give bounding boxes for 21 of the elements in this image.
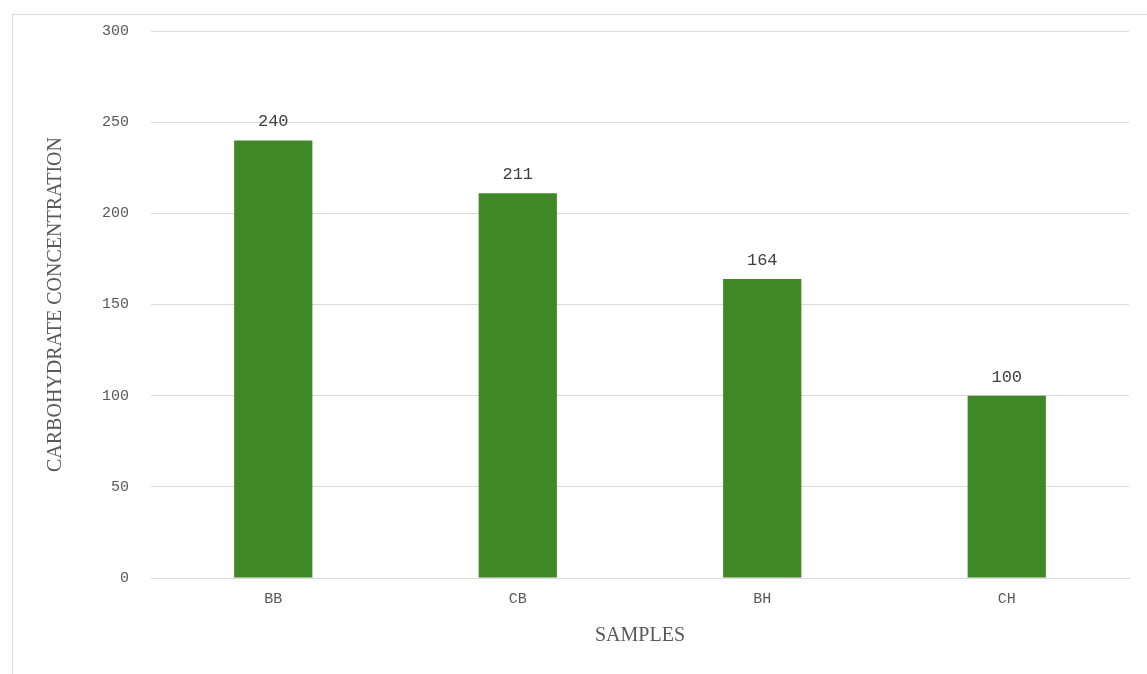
- data-label: 164: [746, 250, 778, 270]
- y-tick-label: 300: [101, 22, 129, 40]
- data-label: 100: [991, 367, 1023, 387]
- y-tick-label: 50: [110, 478, 129, 496]
- y-tick-label: 150: [101, 296, 129, 314]
- y-tick-label: 250: [101, 114, 129, 132]
- bar: [967, 395, 1046, 578]
- y-tick-label: 100: [101, 387, 129, 405]
- data-label: 211: [502, 165, 534, 185]
- data-label: 240: [257, 112, 289, 132]
- x-tick-label: CB: [508, 590, 527, 608]
- x-axis-title: SAMPLES: [594, 623, 686, 646]
- bar: [234, 140, 313, 578]
- y-tick-label: 200: [101, 205, 129, 223]
- bar: [723, 278, 802, 578]
- x-tick-label: CH: [997, 590, 1016, 608]
- x-tick-label: BB: [264, 590, 283, 608]
- x-tick-label: BH: [753, 590, 772, 608]
- bar: [478, 193, 557, 578]
- y-axis-title: CARBOHYDRATE CONCENTRATION: [43, 136, 66, 473]
- y-tick-label: 0: [119, 569, 129, 587]
